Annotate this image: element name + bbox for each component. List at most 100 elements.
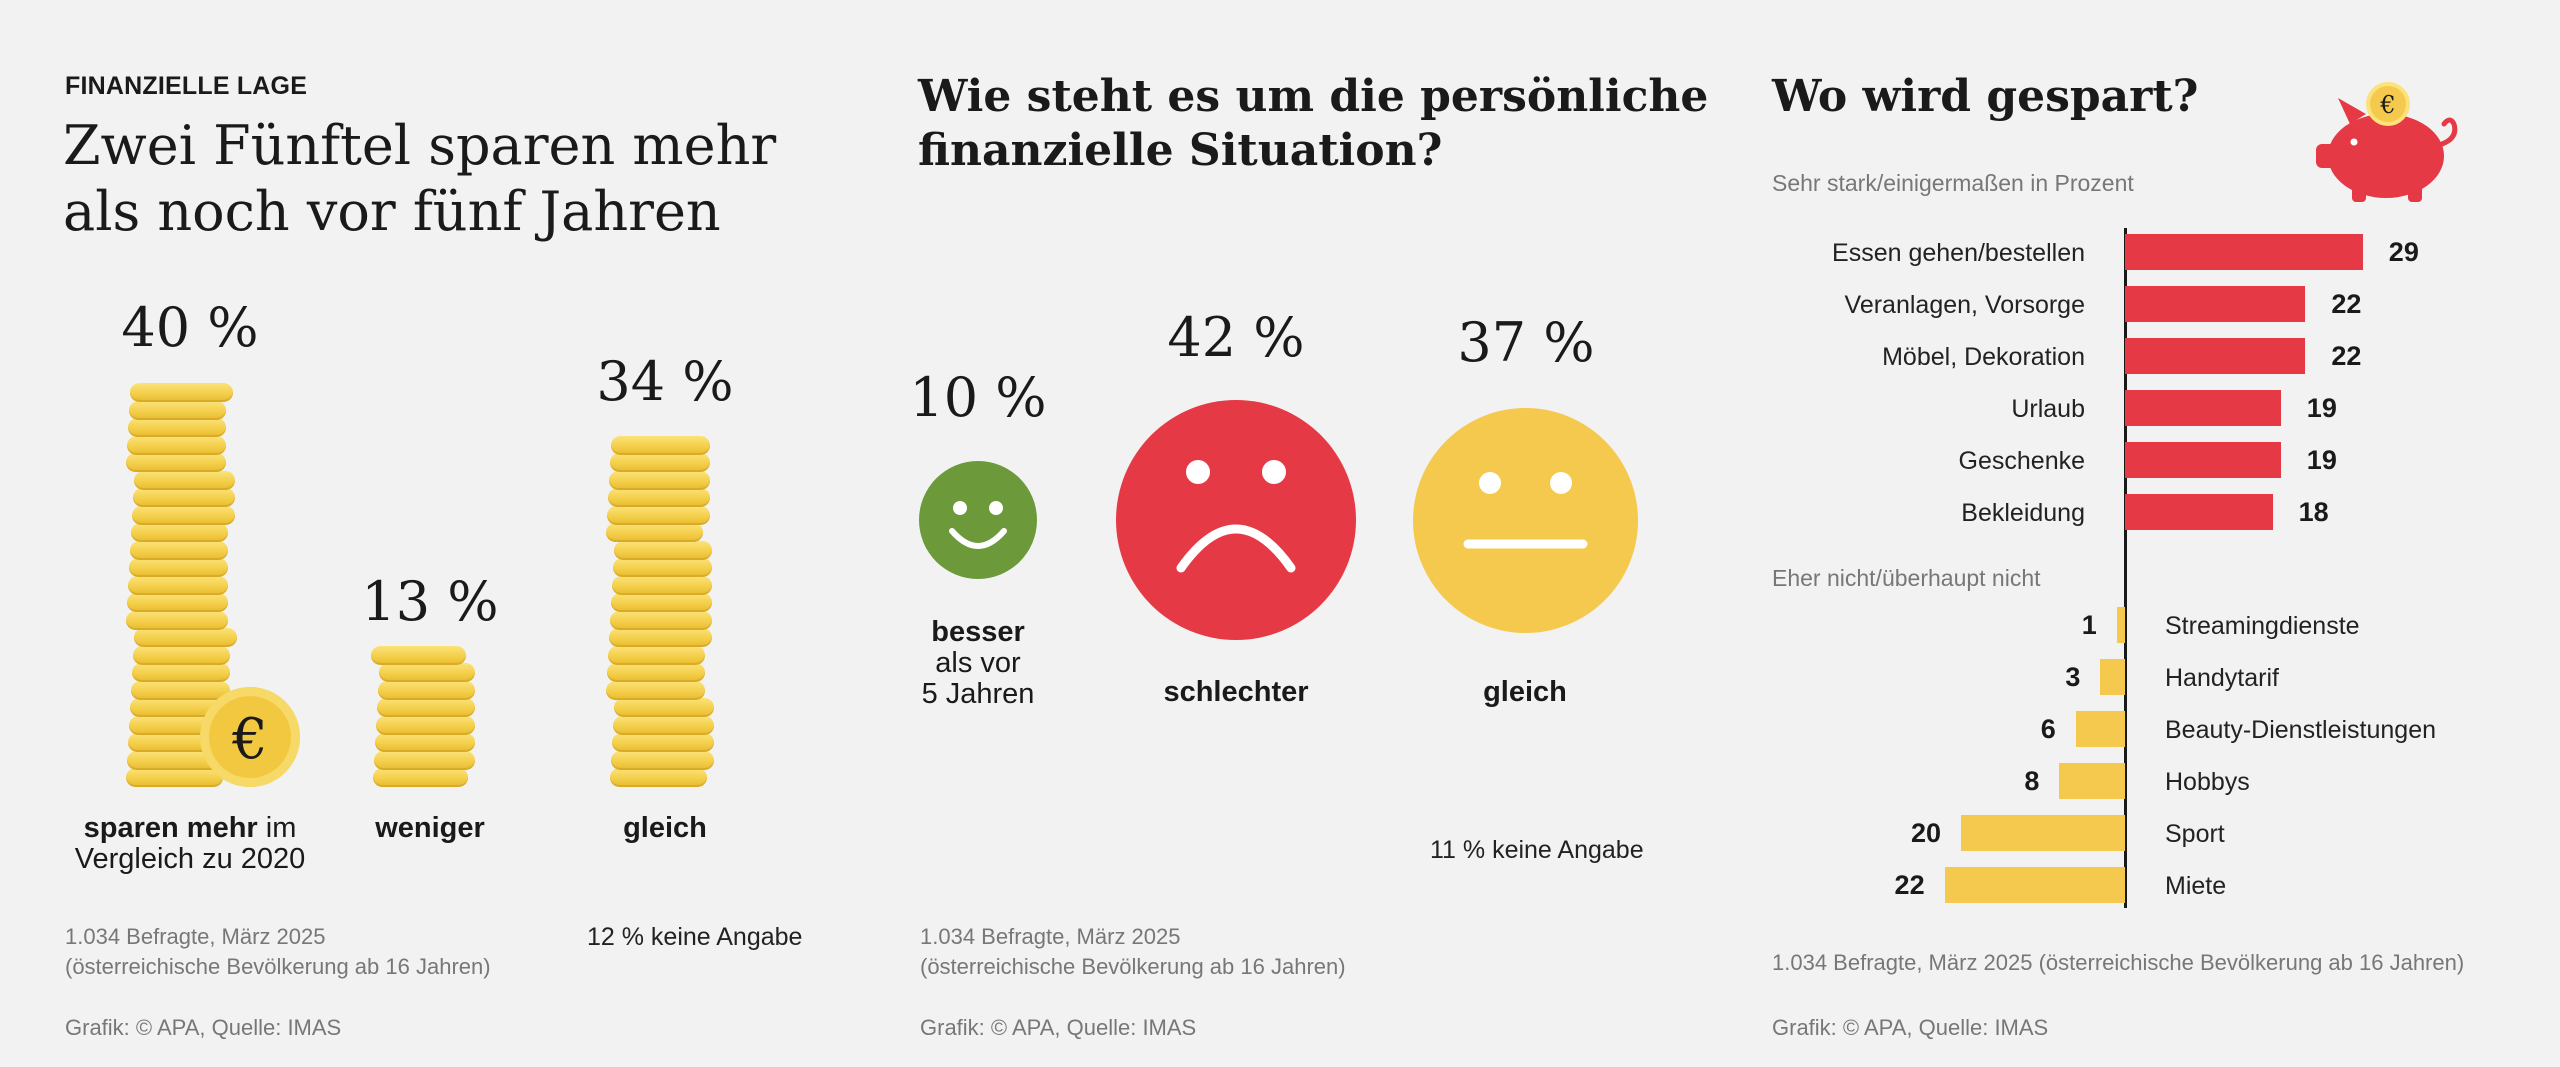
panel1-footnote-line1: 1.034 Befragte, März 2025	[65, 924, 326, 949]
coin	[130, 540, 228, 560]
bar-value: 22	[1894, 870, 1925, 900]
smiley-sad-mouth	[1176, 524, 1296, 573]
bar-value: 8	[2024, 766, 2040, 796]
panel1-title-line2: als noch vor fünf Jahren	[63, 180, 721, 243]
coin	[610, 453, 710, 472]
coin	[130, 383, 233, 402]
smiley-happy-mouth	[949, 528, 1007, 549]
coin	[612, 733, 714, 752]
bar-label: Essen gehen/bestellen	[1832, 239, 2085, 267]
panel1-label-1-bold: sparen mehr	[83, 812, 258, 844]
coin	[614, 540, 712, 560]
coin	[126, 610, 228, 630]
panel2-label-schlechter: schlechter	[1136, 677, 1336, 708]
panel2-no-answer: 11 % keine Angabe	[1430, 836, 1644, 864]
coin	[379, 663, 475, 682]
smiley-sad-eye-left	[1186, 460, 1210, 484]
piggy-bank-leg-front	[2352, 184, 2366, 202]
panel2-pct-schlechter: 42 %	[1167, 306, 1305, 369]
coin	[127, 435, 226, 455]
panel1-footnote: 1.034 Befragte, März 2025 (österreichisc…	[65, 922, 491, 982]
bar-value: 1	[2081, 610, 2097, 640]
smiley-neutral-eye-right	[1550, 472, 1572, 494]
panel1-label-2: weniger	[330, 813, 530, 844]
bar	[2116, 607, 2125, 643]
coin	[129, 400, 226, 420]
coin	[610, 768, 707, 787]
panel1-label-3-bold: gleich	[623, 812, 707, 844]
bar-label: Urlaub	[2011, 395, 2085, 423]
bar-label: Beauty-Dienstleistungen	[2165, 716, 2436, 744]
smiley-sad-icon	[1116, 400, 1356, 640]
piggy-bank-coin-symbol: €	[2379, 91, 2395, 119]
panel2-title-line2: finanzielle Situation?	[918, 125, 1443, 176]
panel3-footnote: 1.034 Befragte, März 2025 (österreichisc…	[1772, 950, 2465, 975]
piggy-bank-snout	[2316, 144, 2338, 168]
coin	[126, 453, 226, 472]
bar-value: 19	[2306, 393, 2337, 423]
bar-label: Miete	[2165, 872, 2227, 900]
panel2-pct-gleich: 37 %	[1457, 311, 1595, 374]
coin-stack-gleich	[600, 430, 730, 790]
smiley-neutral-icon	[1413, 408, 1638, 633]
panel1-no-answer: 12 % keine Angabe	[587, 923, 803, 951]
bar-value: 29	[2388, 237, 2419, 267]
panel2-label-besser-bold: besser	[931, 616, 1025, 648]
bar-value: 22	[2331, 289, 2362, 319]
smiley-happy-eye-right	[989, 501, 1003, 515]
bar	[2125, 338, 2306, 374]
panel2-label-schlechter-bold: schlechter	[1163, 676, 1309, 708]
bar-value: 22	[2331, 341, 2362, 371]
panel2-label-gleich: gleich	[1425, 677, 1625, 708]
coin	[608, 488, 710, 507]
smiley-happy-eye-left	[953, 501, 967, 515]
coin-stack-sparen-mehr	[120, 380, 260, 790]
bar	[1944, 867, 2125, 903]
coin	[606, 523, 703, 542]
bar-label: Handytarif	[2165, 664, 2279, 692]
coin	[128, 418, 226, 437]
bar	[2125, 390, 2281, 426]
bar	[1961, 815, 2125, 851]
bar	[2125, 234, 2363, 270]
piggy-bank-coin	[2366, 82, 2410, 126]
piggy-bank-ear	[2338, 98, 2366, 124]
coin	[127, 593, 228, 612]
coin	[608, 645, 705, 665]
coin	[129, 558, 228, 577]
panel3-axis-line	[2124, 228, 2127, 908]
bar-label: Streamingdienste	[2165, 612, 2360, 640]
panel1-label-1-line2: Vergleich zu 2020	[74, 843, 306, 875]
panel3-top-group-label: Sehr stark/einigermaßen in Prozent	[1772, 170, 2134, 196]
coin	[612, 575, 712, 595]
panel1-pct-2: 13 %	[361, 570, 499, 633]
panel1-credit: Grafik: © APA, Quelle: IMAS	[65, 1015, 342, 1040]
coin	[606, 680, 705, 700]
panel3-bottom-group-label: Eher nicht/überhaupt nicht	[1772, 565, 2041, 591]
coin	[131, 523, 228, 542]
panel1-title: Zwei Fünftel sparen mehr als noch vor fü…	[63, 113, 776, 245]
bar-label: Hobbys	[2165, 768, 2250, 796]
panel1-pct-1: 40 %	[121, 296, 259, 359]
panel2-title: Wie steht es um die persönliche finanzie…	[918, 70, 1708, 178]
bar-value: 3	[2065, 662, 2081, 692]
panel3-credit: Grafik: © APA, Quelle: IMAS	[1772, 1015, 2049, 1040]
bar	[2125, 442, 2281, 478]
coin	[130, 698, 230, 717]
coin	[134, 628, 237, 647]
coin	[614, 698, 714, 717]
coin	[134, 470, 235, 490]
bar-value: 18	[2298, 497, 2329, 527]
smiley-happy-icon	[919, 461, 1037, 579]
panel2-credit: Grafik: © APA, Quelle: IMAS	[920, 1015, 1197, 1040]
coin	[609, 628, 712, 647]
coin	[371, 645, 466, 665]
panel2-footnote-line1: 1.034 Befragte, März 2025	[920, 924, 1181, 949]
smiley-sad-face	[1116, 400, 1356, 640]
panel2-title-line1: Wie steht es um die persönliche	[918, 71, 1709, 122]
coin	[609, 470, 710, 490]
coin	[377, 698, 475, 717]
panel2-label-besser: besser als vor 5 Jahren	[878, 617, 1078, 710]
coin	[611, 435, 710, 455]
bar	[2125, 286, 2306, 322]
